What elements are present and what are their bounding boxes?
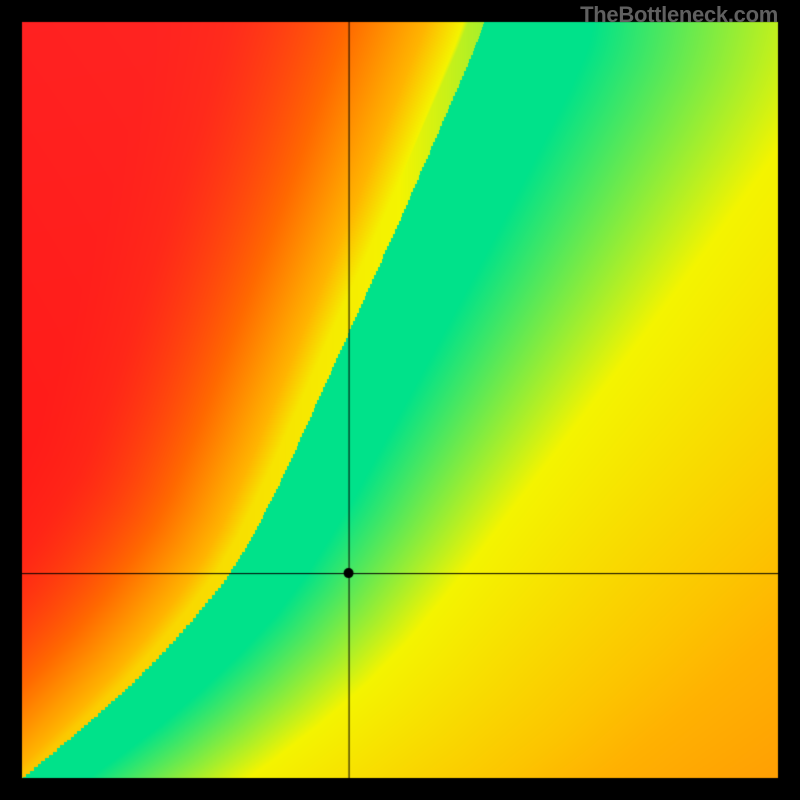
bottleneck-heatmap: [0, 0, 800, 800]
watermark-text: TheBottleneck.com: [580, 2, 778, 28]
chart-container: TheBottleneck.com: [0, 0, 800, 800]
